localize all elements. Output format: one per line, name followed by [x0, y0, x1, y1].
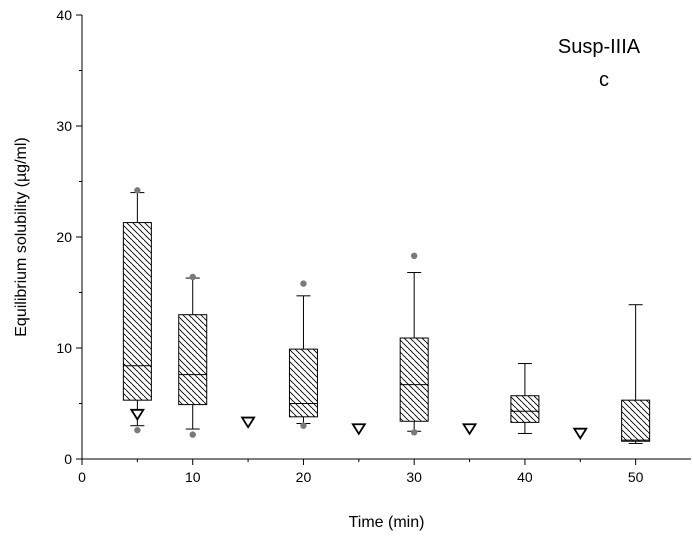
triangle-marker: [572, 427, 588, 440]
outlier-point: [134, 187, 141, 194]
outlier-point: [300, 422, 307, 429]
axis-labels: 0 10 20 30 40 0 10 20 30 40 50 Time (min) Equilibriu…: [13, 7, 644, 531]
box: [178, 314, 208, 406]
outlier-point: [189, 431, 196, 438]
outlier-point: [410, 429, 418, 436]
box: [621, 399, 651, 442]
triangle-marker: [351, 423, 367, 436]
plot-marks: [122, 187, 651, 444]
box-group: [399, 252, 429, 436]
x-tick-label: 0: [78, 469, 86, 485]
box-group: [178, 273, 208, 438]
y-tick-label: 10: [56, 340, 72, 356]
x-tick-label: 30: [406, 469, 422, 485]
box: [399, 337, 429, 422]
annotation-label: c: [599, 69, 609, 91]
y-axis-title: Equilibrium solubility (µg/ml): [13, 137, 30, 337]
x-tick-label: 20: [296, 469, 312, 485]
annotation-label: Susp-IIIA: [558, 36, 641, 58]
triangle-marker: [461, 423, 478, 436]
y-tick-label: 20: [56, 229, 72, 245]
y-tick-label: 30: [56, 118, 72, 134]
box-group: [122, 187, 152, 434]
x-tick-label: 40: [517, 469, 533, 485]
x-tick-label: 50: [628, 469, 644, 485]
outlier-point: [300, 280, 307, 287]
x-tick-label: 10: [185, 469, 201, 485]
box-group: [288, 280, 318, 429]
box: [288, 348, 318, 418]
y-tick-label: 0: [64, 451, 72, 467]
axes: [76, 14, 691, 465]
outlier-point: [134, 426, 141, 434]
triangle-marker: [129, 408, 145, 422]
outlier-point: [410, 252, 418, 260]
box: [122, 222, 152, 401]
box-group: [510, 363, 540, 434]
y-tick-label: 40: [56, 7, 72, 23]
box-group: [621, 304, 651, 444]
box: [510, 395, 540, 423]
x-axis-title: Time (min): [349, 514, 425, 531]
outlier-point: [189, 273, 196, 281]
triangle-marker: [240, 416, 256, 429]
